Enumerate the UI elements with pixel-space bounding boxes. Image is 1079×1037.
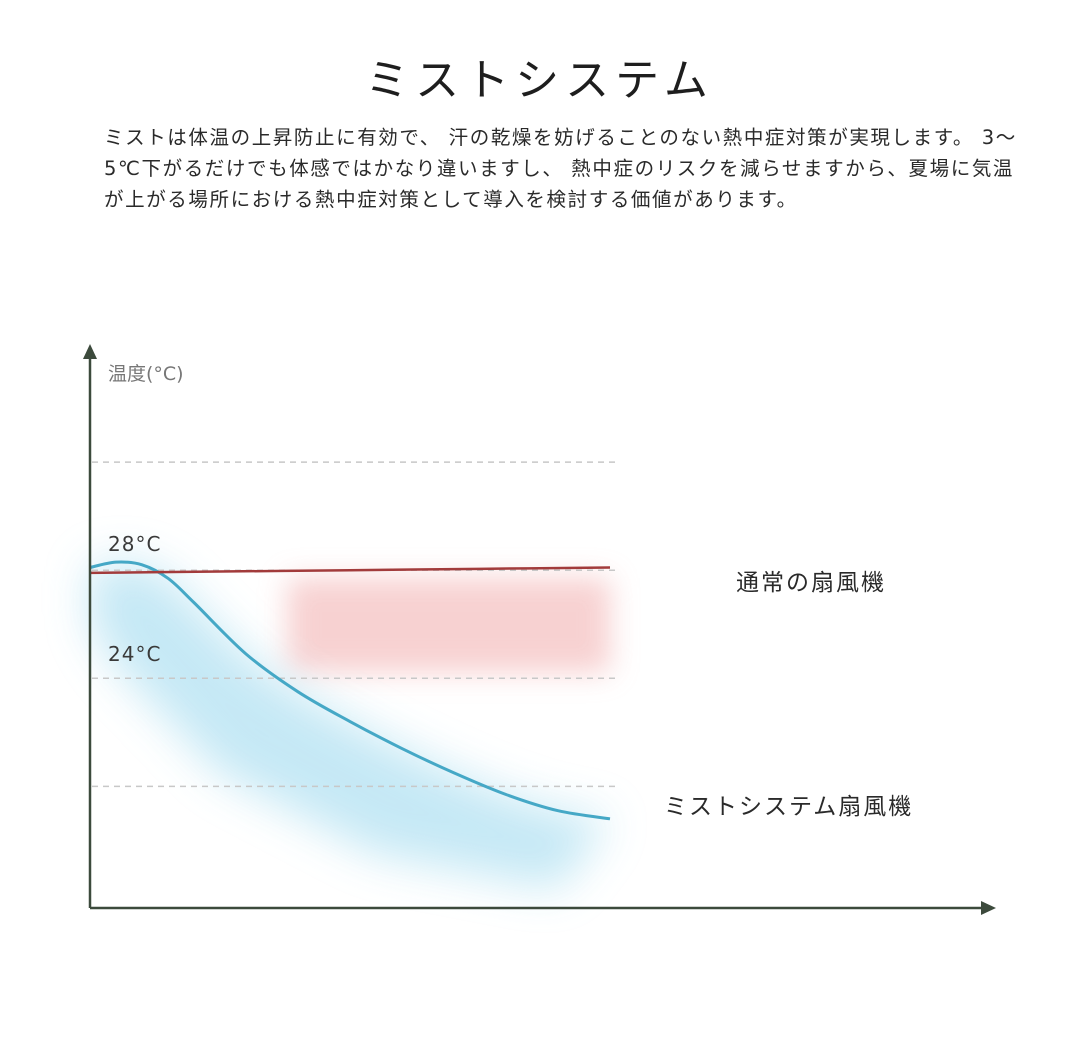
cool-zone-glow [90, 561, 610, 890]
y-tick-label-28: 28°C [108, 532, 161, 556]
warm-zone-glow [287, 578, 610, 673]
series-line-normal-fan [89, 566, 611, 575]
series-label-normal-fan: 通常の扇風機 [736, 570, 886, 596]
page-title: ミストシステム [365, 55, 714, 106]
y-axis-label: 温度(°C) [108, 363, 184, 385]
series-label-mist-fan: ミストシステム扇風機 [664, 794, 913, 820]
y-axis-arrow-icon [83, 344, 97, 359]
y-axis [83, 344, 97, 908]
series-layer [89, 560, 611, 821]
series-line-mist-fan [89, 560, 611, 821]
description-text: ミストは体温の上昇防止に有効で、 汗の乾燥を妨げることのない熱中症対策が実現しま… [104, 126, 1017, 211]
glow-layer [90, 561, 610, 890]
y-tick-label-24: 24°C [108, 642, 161, 666]
x-axis [90, 901, 996, 915]
x-axis-arrow-icon [981, 901, 996, 915]
